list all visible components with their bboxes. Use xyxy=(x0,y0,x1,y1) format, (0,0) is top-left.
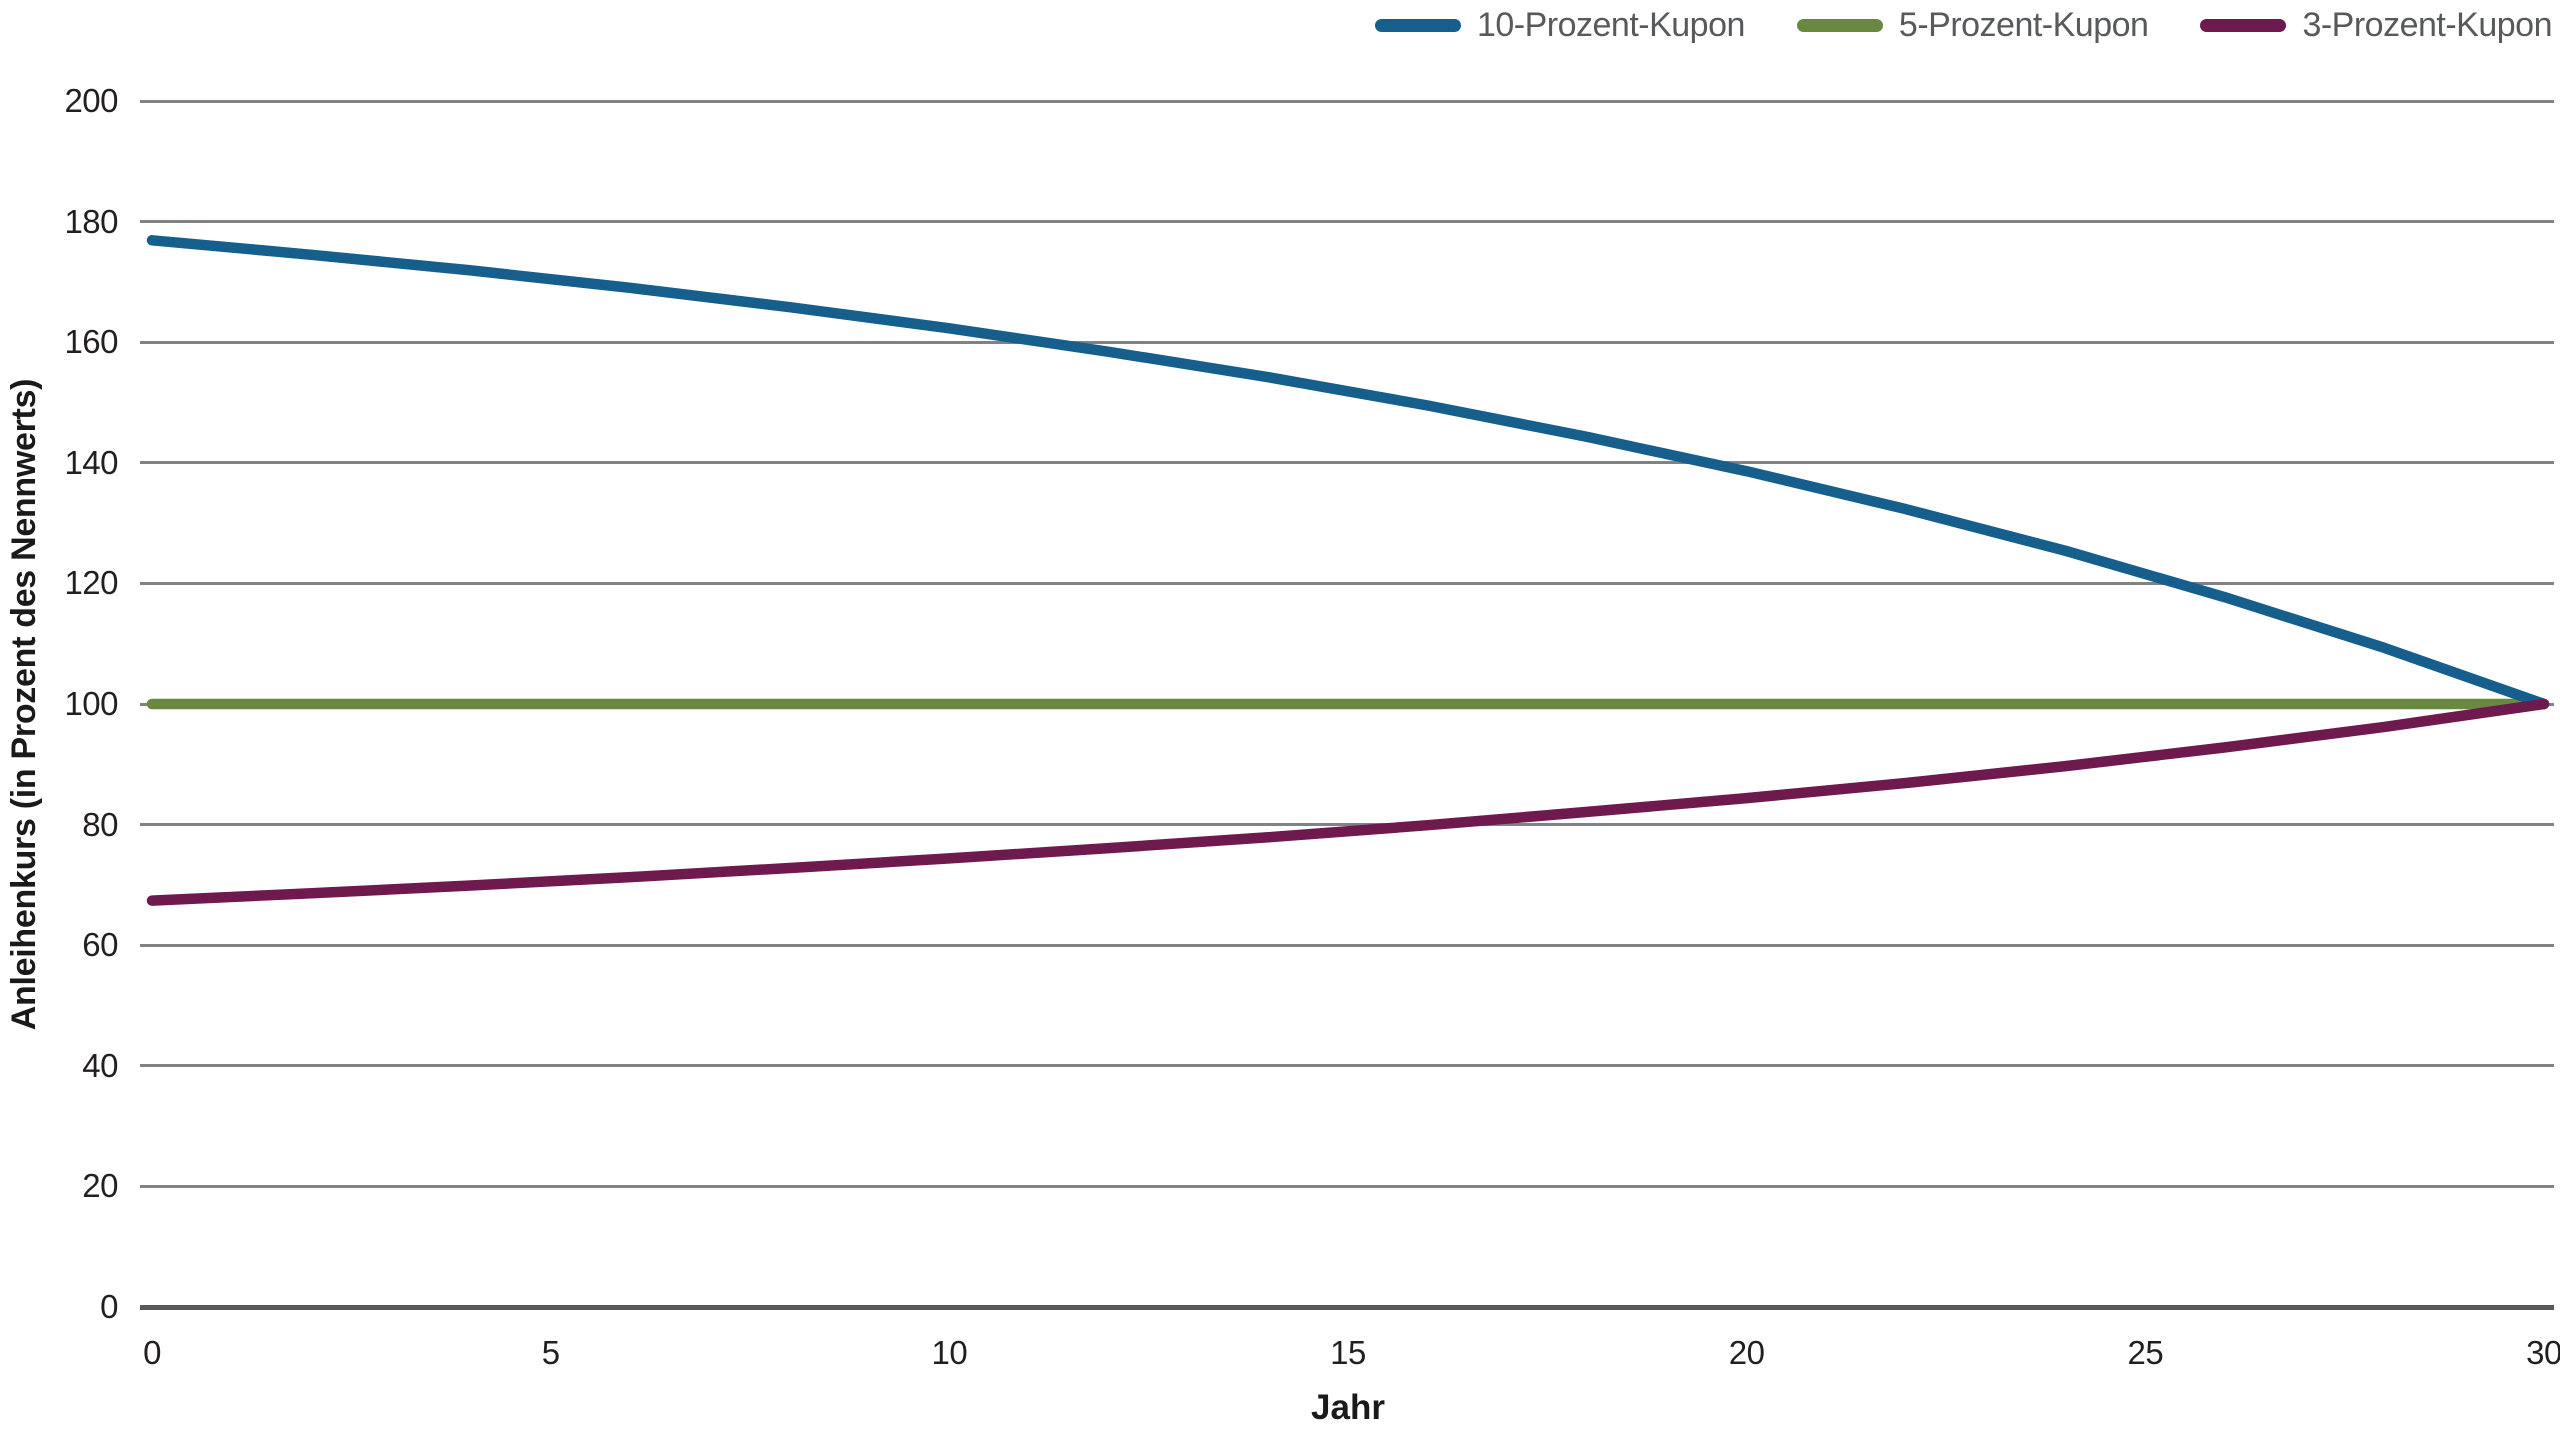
gridline-60 xyxy=(140,943,2554,947)
y-tick-label-180: 180 xyxy=(64,202,118,240)
x-axis-title: Jahr xyxy=(1311,1388,1385,1427)
y-tick-label-60: 60 xyxy=(82,926,118,964)
legend-label-3-prozent-kupon: 3-Prozent-Kupon xyxy=(2302,6,2552,44)
y-tick-label-80: 80 xyxy=(82,805,118,843)
x-tick-label-30: 30 xyxy=(2526,1334,2560,1371)
y-tick-label-0: 0 xyxy=(100,1288,118,1325)
x-tick-label-10: 10 xyxy=(931,1334,968,1371)
gridline-20 xyxy=(140,1184,2554,1188)
y-tick-label-40: 40 xyxy=(82,1046,118,1084)
legend-swatch-3-prozent-icon xyxy=(2200,19,2287,32)
y-tick-label-120: 120 xyxy=(64,564,118,602)
gridline-200 xyxy=(140,99,2554,103)
y-tick-label-20: 20 xyxy=(82,1167,118,1205)
gridline-140 xyxy=(140,461,2554,465)
x-axis-line xyxy=(140,1304,2554,1310)
gridline-80 xyxy=(140,823,2554,827)
line-3-prozent-kupon xyxy=(146,698,2550,906)
legend-item-10-prozent-kupon: 10-Prozent-Kupon xyxy=(1374,6,1745,45)
x-tick-label-20: 20 xyxy=(1728,1334,1765,1371)
y-tick-label-100: 100 xyxy=(64,685,118,722)
chart-series-layer xyxy=(146,235,2550,906)
x-tick-label-25: 25 xyxy=(2127,1334,2164,1371)
gridline-40 xyxy=(140,1064,2554,1068)
gridline-180 xyxy=(140,220,2554,224)
y-tick-label-160: 160 xyxy=(64,323,118,361)
line-10-prozent-kupon xyxy=(146,235,2550,710)
legend-label-10-prozent-kupon: 10-Prozent-Kupon xyxy=(1476,6,1745,44)
x-tick-label-0: 0 xyxy=(143,1334,161,1371)
x-tick-label-15: 15 xyxy=(1330,1334,1366,1371)
legend-item-5-prozent-kupon: 5-Prozent-Kupon xyxy=(1796,6,2149,45)
legend-label-5-prozent-kupon: 5-Prozent-Kupon xyxy=(1898,6,2149,44)
x-tick-label-5: 5 xyxy=(541,1334,560,1371)
chart-legend: 10-Prozent-Kupon 5-Prozent-Kupon 3-Proze… xyxy=(1374,6,2552,45)
y-tick-label-140: 140 xyxy=(64,443,118,481)
legend-swatch-5-prozent-icon xyxy=(1796,19,1883,32)
legend-swatch-10-prozent-icon xyxy=(1374,19,1461,32)
y-tick-label-200: 200 xyxy=(64,82,118,119)
legend-item-3-prozent-kupon: 3-Prozent-Kupon xyxy=(2200,6,2552,45)
gridline-120 xyxy=(140,581,2554,585)
gridline-160 xyxy=(140,340,2554,344)
